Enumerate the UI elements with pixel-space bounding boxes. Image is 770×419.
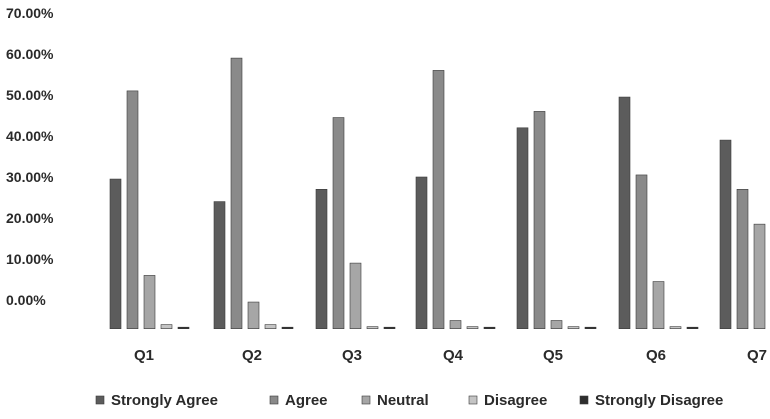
bar-group-q6 — [618, 96, 699, 330]
bar-neutral-q6 — [652, 281, 665, 329]
bar-agree-q7 — [736, 189, 749, 329]
bar-neutral-q3 — [349, 262, 362, 330]
bar-strongly-disagree-q2 — [281, 326, 294, 330]
bar-neutral-q7 — [753, 223, 766, 329]
bar-groups — [109, 57, 766, 330]
bar-agree-q5 — [533, 111, 546, 330]
legend-swatch — [95, 395, 105, 405]
bar-agree-q6 — [635, 174, 648, 329]
x-axis-tick-labels: Q1 Q2 Q3 Q4 Q5 Q6 Q7 — [134, 347, 767, 364]
bar-neutral-q5 — [550, 320, 563, 329]
bar-strongly-agree-q1 — [109, 178, 122, 329]
legend-label: Neutral — [377, 392, 429, 409]
y-tick-label: 40.00% — [6, 128, 54, 144]
y-tick-label: 10.00% — [6, 251, 54, 267]
y-tick-label: 70.00% — [6, 5, 54, 21]
bar-agree-q4 — [432, 70, 445, 329]
bar-group-q4 — [415, 70, 496, 330]
legend-label: Disagree — [484, 392, 547, 409]
bar-neutral-q4 — [449, 320, 462, 329]
bar-strongly-disagree-q3 — [383, 326, 396, 330]
bar-group-q7 — [719, 139, 766, 330]
y-tick-label: 60.00% — [6, 46, 54, 62]
bar-group-q3 — [315, 117, 396, 330]
x-tick-label: Q7 — [747, 347, 767, 364]
y-tick-label: 20.00% — [6, 210, 54, 226]
bar-disagree-q3 — [366, 326, 379, 329]
bar-strongly-disagree-q4 — [483, 326, 496, 330]
bar-group-q1 — [109, 90, 190, 330]
x-tick-label: Q3 — [342, 347, 362, 364]
legend-label: Strongly Agree — [111, 392, 218, 409]
bar-strongly-agree-q7 — [719, 139, 732, 330]
x-tick-label: Q6 — [646, 347, 666, 364]
bar-strongly-agree-q6 — [618, 96, 631, 329]
bar-strongly-agree-q2 — [213, 201, 226, 330]
y-tick-label: 30.00% — [6, 169, 54, 185]
y-axis-tick-labels: 70.00% 60.00% 50.00% 40.00% 30.00% 20.00% 10.0… — [6, 5, 54, 308]
legend-swatch — [269, 395, 279, 405]
bar-group-q2 — [213, 57, 294, 330]
bar-strongly-disagree-q5 — [584, 326, 597, 330]
bar-strongly-disagree-q6 — [686, 326, 699, 330]
bar-neutral-q2 — [247, 301, 260, 329]
bar-neutral-q1 — [143, 275, 156, 329]
x-tick-label: Q5 — [543, 347, 563, 364]
bar-disagree-q6 — [669, 326, 682, 329]
bar-group-q5 — [516, 111, 597, 330]
bar-disagree-q4 — [466, 326, 479, 329]
bar-disagree-q2 — [264, 324, 277, 330]
legend-swatch — [468, 395, 478, 405]
bar-strongly-agree-q4 — [415, 176, 428, 329]
legend-label: Agree — [285, 392, 328, 409]
bar-strongly-agree-q5 — [516, 127, 529, 329]
y-tick-label: 0.00% — [6, 292, 46, 308]
legend-swatch — [579, 395, 589, 405]
legend: Strongly Agree Agree Neutral Disagree Strong… — [95, 392, 723, 409]
y-tick-label: 50.00% — [6, 87, 54, 103]
bar-disagree-q5 — [567, 326, 580, 329]
bar-strongly-agree-q3 — [315, 189, 328, 329]
x-tick-label: Q2 — [242, 347, 262, 364]
x-tick-label: Q1 — [134, 347, 154, 364]
bar-disagree-q1 — [160, 324, 173, 330]
bar-agree-q3 — [332, 117, 345, 329]
bar-strongly-disagree-q1 — [177, 326, 190, 330]
x-tick-label: Q4 — [443, 347, 464, 364]
legend-label: Strongly Disagree — [595, 392, 723, 409]
bar-agree-q2 — [230, 57, 243, 330]
legend-swatch — [361, 395, 371, 405]
bar-agree-q1 — [126, 90, 139, 330]
